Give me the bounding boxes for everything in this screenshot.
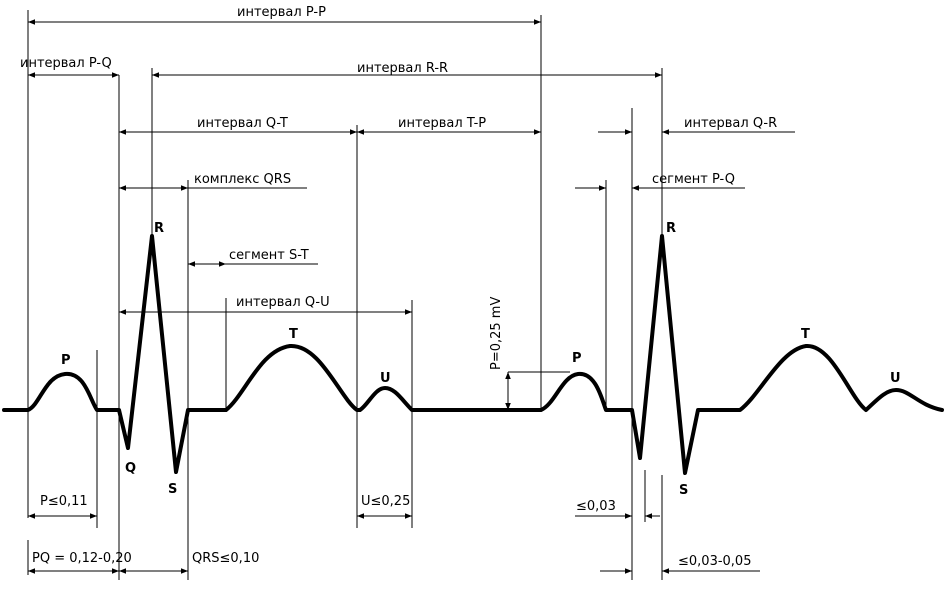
label-qr-duration: ≤0,03-0,05 <box>678 554 751 569</box>
label-complex-qrs: комплекс QRS <box>194 172 291 187</box>
label-p-amplitude: P=0,25 mV <box>489 297 504 370</box>
wave-p-2: P <box>572 351 582 366</box>
wave-q-1: Q <box>125 461 136 476</box>
label-pq-duration: PQ = 0,12-0,20 <box>32 551 132 566</box>
wave-r-2: R <box>666 221 676 236</box>
label-interval-rr: интервал R-R <box>357 61 448 76</box>
label-u-duration: U≤0,25 <box>361 494 410 509</box>
wave-r-1: R <box>154 221 164 236</box>
label-qrs-duration: QRS≤0,10 <box>192 551 259 566</box>
wave-t-2: T <box>801 327 810 342</box>
wave-p-1: P <box>61 353 71 368</box>
wave-s-1: S <box>168 482 177 497</box>
label-interval-qr: интервал Q-R <box>684 116 777 131</box>
interval-arrows <box>28 19 795 574</box>
label-interval-pp: интервал P-P <box>237 5 326 20</box>
label-interval-qu: интервал Q-U <box>236 295 330 310</box>
label-q-duration: ≤0,03 <box>576 499 616 514</box>
label-interval-qt: интервал Q-T <box>197 116 288 131</box>
label-interval-pq: интервал P-Q <box>20 56 112 71</box>
label-segment-st: сегмент S-T <box>229 248 309 263</box>
wave-s-2: S <box>679 483 688 498</box>
wave-u-2: U <box>890 371 901 386</box>
label-interval-tp: интервал T-P <box>398 116 486 131</box>
ecg-waveform <box>2 234 944 475</box>
wave-t-1: T <box>289 327 298 342</box>
wave-u-1: U <box>380 371 391 386</box>
reference-lines <box>27 10 663 580</box>
label-segment-pq: сегмент P-Q <box>652 172 735 187</box>
label-p-duration: P≤0,11 <box>40 494 88 509</box>
